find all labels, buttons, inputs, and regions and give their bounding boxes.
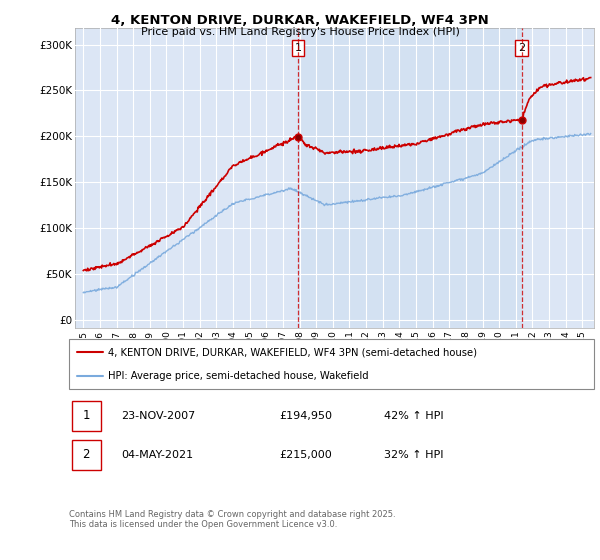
Text: HPI: Average price, semi-detached house, Wakefield: HPI: Average price, semi-detached house,… — [109, 371, 369, 381]
Text: 4, KENTON DRIVE, DURKAR, WAKEFIELD, WF4 3PN: 4, KENTON DRIVE, DURKAR, WAKEFIELD, WF4 … — [111, 14, 489, 27]
Text: Price paid vs. HM Land Registry's House Price Index (HPI): Price paid vs. HM Land Registry's House … — [140, 27, 460, 37]
Text: 2: 2 — [518, 43, 525, 53]
Text: £194,950: £194,950 — [279, 411, 332, 421]
Text: 2: 2 — [82, 449, 90, 461]
FancyBboxPatch shape — [69, 339, 594, 389]
Text: £215,000: £215,000 — [279, 450, 332, 460]
Text: 4, KENTON DRIVE, DURKAR, WAKEFIELD, WF4 3PN (semi-detached house): 4, KENTON DRIVE, DURKAR, WAKEFIELD, WF4 … — [109, 347, 478, 357]
FancyBboxPatch shape — [71, 440, 101, 470]
FancyBboxPatch shape — [71, 400, 101, 431]
Text: 23-NOV-2007: 23-NOV-2007 — [121, 411, 196, 421]
Text: 32% ↑ HPI: 32% ↑ HPI — [384, 450, 443, 460]
Text: 42% ↑ HPI: 42% ↑ HPI — [384, 411, 443, 421]
Text: 1: 1 — [82, 409, 90, 422]
Bar — [298, 28, 521, 328]
Text: 1: 1 — [295, 43, 301, 53]
Text: 04-MAY-2021: 04-MAY-2021 — [121, 450, 194, 460]
Text: Contains HM Land Registry data © Crown copyright and database right 2025.
This d: Contains HM Land Registry data © Crown c… — [69, 510, 395, 529]
